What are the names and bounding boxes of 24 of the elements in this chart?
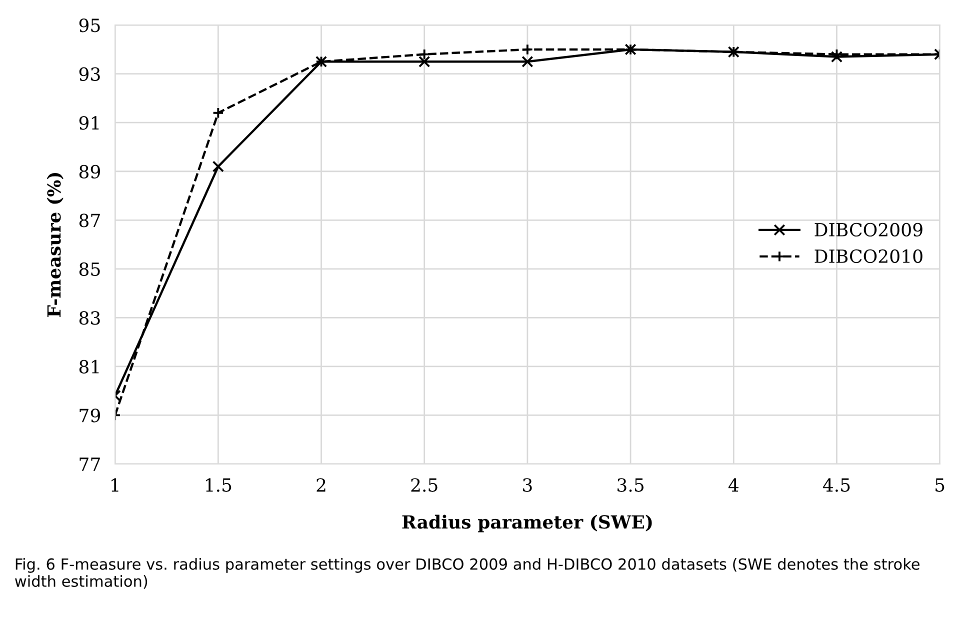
x-tick-label: 1 bbox=[112, 478, 118, 492]
x-tick-label: 5 bbox=[936, 478, 944, 492]
y-tick-label: 81 bbox=[79, 360, 99, 374]
x-tick-label: 1.5 bbox=[206, 478, 232, 492]
y-tick-label: 79 bbox=[80, 408, 100, 422]
legend-label: DIBCO2009 bbox=[814, 222, 922, 237]
y-tick-label: 89 bbox=[79, 164, 100, 178]
legend-label: DIBCO2010 bbox=[814, 249, 922, 264]
caption: Fig. 6 F-measure vs. radius parameter settings over DIBCO 2009 and H-DIBCO 2010 datasets (SWE denotes the stroke width estimation) bbox=[15, 558, 920, 589]
x-tick-label: 3.5 bbox=[618, 478, 644, 492]
x-tick-label: 4.5 bbox=[822, 478, 850, 492]
y-tick-label: 87 bbox=[79, 214, 100, 228]
x-tick-label: 2 bbox=[316, 478, 326, 492]
y-tick-label: 91 bbox=[79, 116, 99, 130]
y-tick-label: 85 bbox=[79, 262, 100, 276]
y-tick-label: 95 bbox=[79, 18, 100, 32]
y-tick-label: 77 bbox=[80, 458, 100, 471]
x-tick-label: 4 bbox=[728, 478, 738, 492]
x-tick-label: 2.5 bbox=[411, 478, 438, 492]
y-tick-label: 83 bbox=[79, 311, 100, 325]
x-tick-label: 3 bbox=[523, 478, 532, 492]
y-tick-label: 93 bbox=[79, 67, 100, 81]
y-axis-title: F-measure (%) bbox=[46, 172, 64, 317]
x-axis-title: Radius parameter (SWE) bbox=[402, 514, 652, 532]
